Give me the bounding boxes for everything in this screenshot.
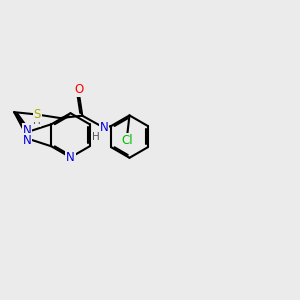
Text: H: H xyxy=(33,116,41,126)
Text: N: N xyxy=(66,151,75,164)
Text: N: N xyxy=(22,134,31,147)
Text: N: N xyxy=(22,124,31,137)
Text: S: S xyxy=(34,108,41,121)
Text: N: N xyxy=(100,121,108,134)
Text: H: H xyxy=(92,132,100,142)
Text: O: O xyxy=(74,83,83,96)
Text: Cl: Cl xyxy=(121,134,133,147)
